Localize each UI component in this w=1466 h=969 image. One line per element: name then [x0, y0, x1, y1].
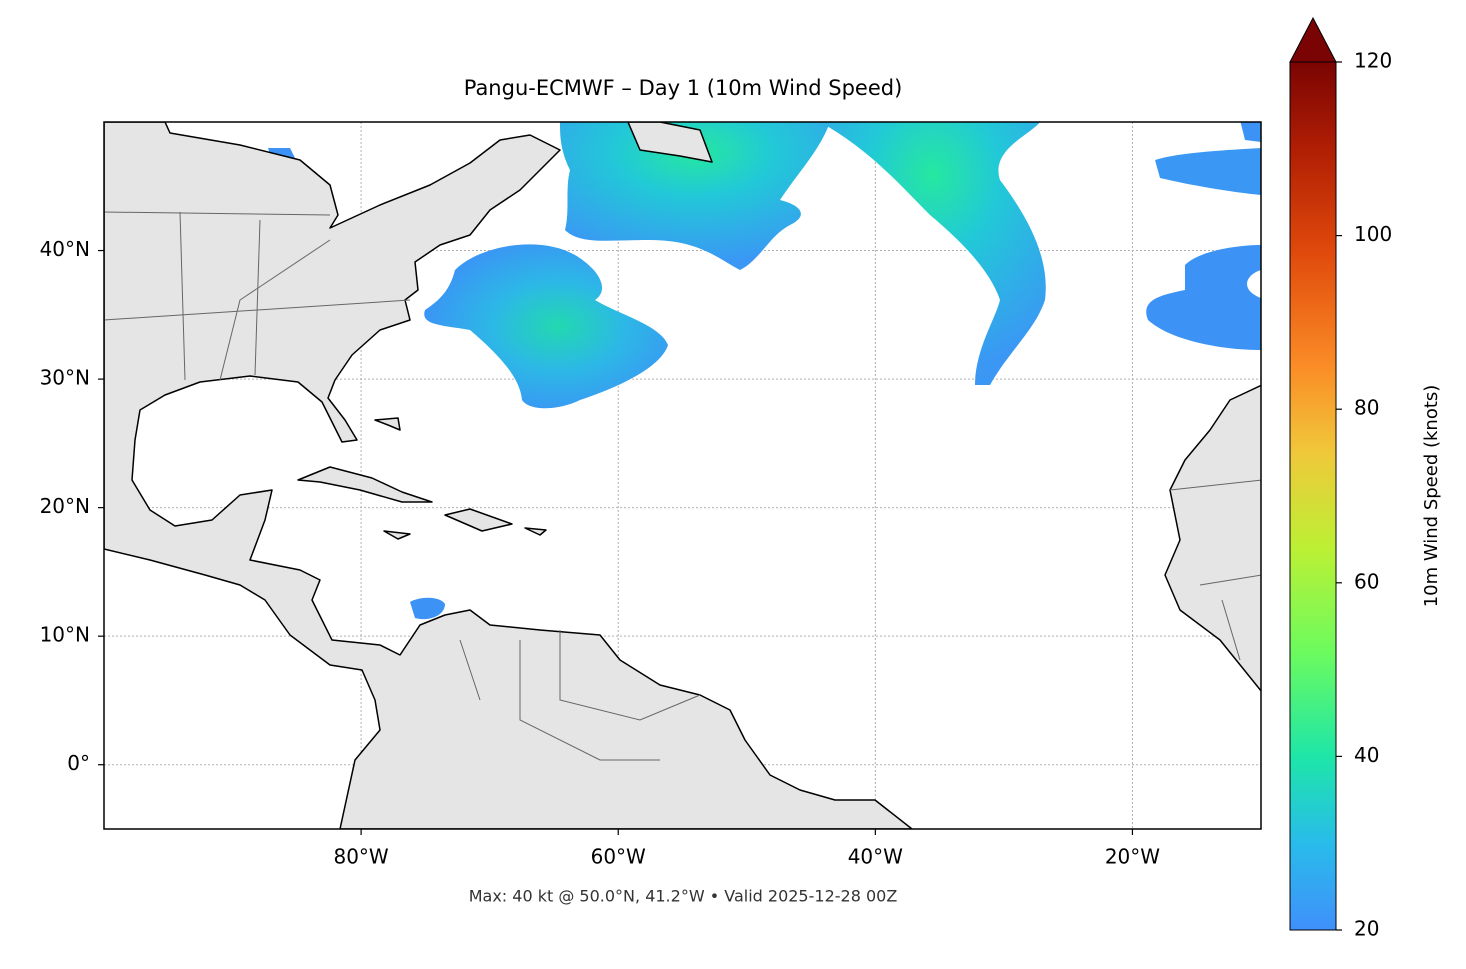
y-tick-label: 0° — [67, 751, 90, 775]
colorbar-tick-label: 120 — [1354, 49, 1392, 73]
y-tick-label: 10°N — [40, 623, 90, 647]
land-newfoundland — [627, 122, 713, 163]
colorbar-tick-label: 60 — [1354, 569, 1379, 593]
colorbar — [1289, 61, 1337, 931]
wind-field — [424, 244, 668, 409]
map-area — [104, 122, 1261, 829]
wind-field — [1146, 245, 1261, 350]
y-tick-label: 20°N — [40, 494, 90, 518]
wind-field — [410, 597, 445, 620]
colorbar-tick-label: 100 — [1354, 222, 1392, 246]
colorbar-tick-label: 80 — [1354, 396, 1379, 420]
x-tick-label: 40°W — [848, 845, 903, 869]
land-africa — [1164, 384, 1261, 692]
colorbar-tick-label: 40 — [1354, 743, 1379, 767]
wind-field — [1155, 148, 1261, 195]
colorbar-tick-label: 20 — [1354, 917, 1379, 941]
colorbar-label: 10m Wind Speed (knots) — [1421, 385, 1442, 608]
land-cuba — [297, 466, 433, 503]
x-tick-label: 20°W — [1105, 845, 1160, 869]
wind-field — [560, 122, 830, 270]
x-tick-label: 60°W — [591, 845, 646, 869]
wind-field — [1240, 122, 1261, 142]
y-tick-label: 40°N — [40, 237, 90, 261]
land-jamaica — [383, 530, 411, 540]
wind-field — [820, 122, 1046, 385]
y-tick-label: 30°N — [40, 366, 90, 390]
land-hispaniola — [444, 508, 513, 532]
x-tick-label: 80°W — [333, 845, 388, 869]
colorbar-extend — [1289, 16, 1337, 63]
land-puerto-rico — [524, 527, 547, 536]
map-title: Pangu-ECMWF – Day 1 (10m Wind Speed) — [464, 76, 903, 100]
country-borders — [104, 211, 1261, 761]
land-americas — [104, 122, 913, 829]
map-frame — [103, 121, 1262, 830]
land-bahamas — [374, 417, 401, 431]
footnote: Max: 40 kt @ 50.0°N, 41.2°W • Valid 2025… — [469, 887, 898, 906]
